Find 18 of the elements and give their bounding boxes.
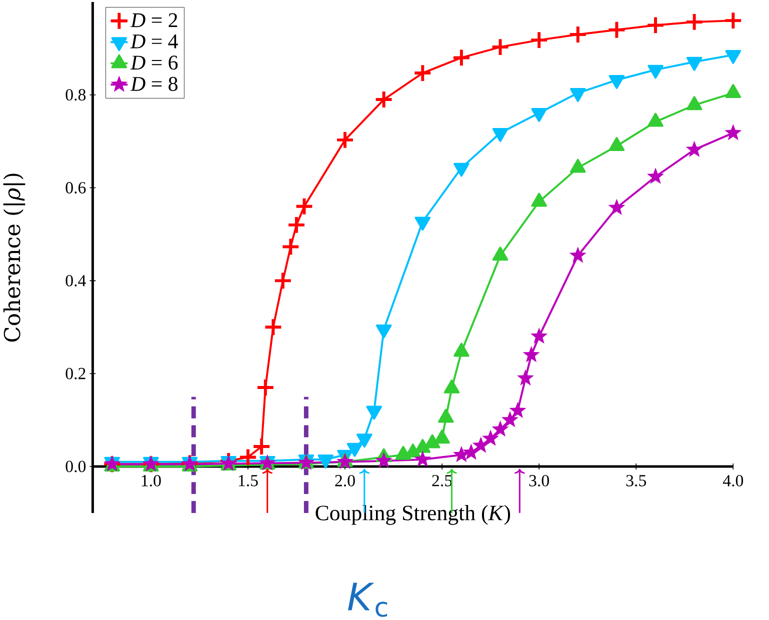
x-tick-label: 1.5 — [238, 474, 258, 486]
y-axis-title: Coherence (|ρ|) — [3, 174, 26, 342]
x-tick-label: 3.5 — [626, 474, 646, 486]
x-tick-label: 4.0 — [722, 474, 744, 486]
text: K$_{c}$ — [348, 582, 388, 617]
legend-label: D = 8 — [130, 76, 178, 91]
y-tick-label: 0.0 — [66, 460, 86, 472]
x-tick-label: 2.0 — [335, 474, 355, 486]
y-tick-label: 0.6 — [66, 182, 86, 194]
x-axis-title: Coupling Strength (K) — [316, 504, 510, 525]
y-tick-label: 0.8 — [66, 89, 86, 101]
y-tick-label: 0.4 — [66, 274, 86, 286]
x-tick-label: 3.0 — [529, 474, 549, 486]
legend-label: D = 4 — [130, 34, 178, 48]
legend-label: D = 6 — [130, 56, 178, 70]
y-tick-label: 0.2 — [66, 368, 86, 380]
legend-label: D = 2 — [130, 13, 178, 28]
x-tick-label: 1.0 — [142, 474, 161, 486]
